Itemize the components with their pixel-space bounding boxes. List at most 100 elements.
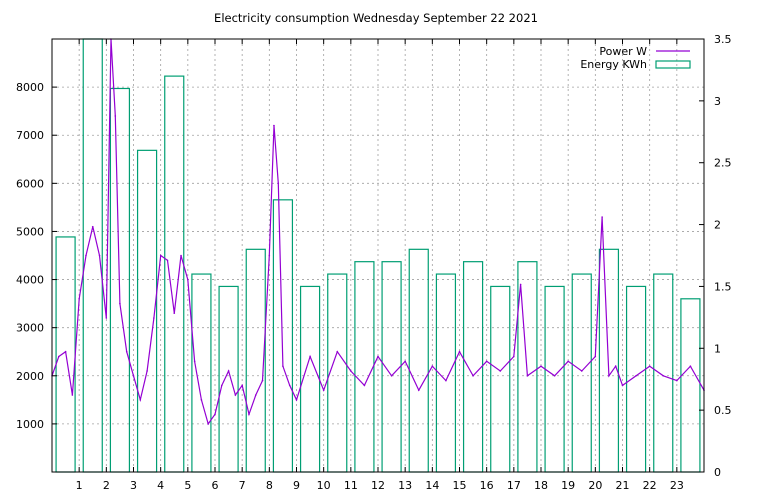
power-point bbox=[78, 298, 80, 300]
power-point bbox=[114, 115, 117, 117]
y-left-tick-label: 4000 bbox=[16, 274, 44, 287]
power-point bbox=[200, 399, 203, 401]
x-tick-label: 5 bbox=[184, 479, 191, 492]
energy-bar bbox=[272, 199, 294, 473]
power-point bbox=[608, 374, 610, 377]
energy-bar bbox=[625, 285, 647, 473]
x-tick-label: 19 bbox=[561, 479, 575, 492]
power-point bbox=[173, 312, 176, 315]
x-tick-label: 1 bbox=[76, 479, 83, 492]
power-point bbox=[268, 254, 271, 257]
y-right-tick-label: 3.5 bbox=[714, 33, 732, 46]
power-point bbox=[227, 370, 230, 372]
power-point bbox=[180, 254, 182, 257]
power-point bbox=[159, 254, 162, 257]
energy-bar bbox=[571, 273, 592, 473]
legend: Power W Energy KWh bbox=[580, 45, 691, 71]
power-point bbox=[234, 394, 237, 396]
power-point bbox=[445, 379, 447, 382]
power-point bbox=[417, 389, 420, 392]
power-point bbox=[336, 350, 339, 353]
power-point bbox=[689, 365, 692, 367]
power-point bbox=[57, 355, 60, 358]
legend-label-power: Power W bbox=[599, 45, 647, 58]
power-point bbox=[580, 370, 583, 372]
x-tick-label: 3 bbox=[130, 479, 137, 492]
power-point bbox=[567, 360, 569, 363]
power-point bbox=[241, 384, 243, 387]
power-point bbox=[404, 360, 406, 363]
energy-bar bbox=[408, 248, 429, 473]
y-left-tick-label: 7000 bbox=[16, 129, 44, 142]
y-left-tick-label: 2000 bbox=[16, 370, 44, 383]
power-point bbox=[363, 384, 366, 387]
power-point bbox=[390, 374, 393, 377]
y-right-tick-label: 2.5 bbox=[714, 157, 732, 170]
power-point bbox=[526, 374, 529, 377]
power-point bbox=[288, 384, 291, 387]
y-left-tick-label: 8000 bbox=[16, 81, 44, 94]
power-point bbox=[153, 317, 155, 319]
x-tick-label: 9 bbox=[293, 479, 300, 492]
power-point bbox=[458, 350, 461, 353]
grid bbox=[52, 39, 704, 472]
y-left-tick-label: 6000 bbox=[16, 177, 44, 190]
power-point bbox=[540, 365, 542, 367]
x-tick-label: 15 bbox=[453, 479, 467, 492]
power-series bbox=[51, 38, 705, 426]
energy-bar bbox=[191, 273, 212, 473]
power-line bbox=[51, 38, 705, 426]
power-point bbox=[132, 374, 135, 377]
power-point bbox=[499, 370, 502, 372]
power-point bbox=[472, 374, 474, 377]
x-tick-label: 23 bbox=[670, 479, 684, 492]
power-point bbox=[295, 399, 298, 401]
energy-bar bbox=[354, 261, 375, 473]
power-point bbox=[553, 374, 556, 377]
chart-title: Electricity consumption Wednesday Septem… bbox=[214, 11, 538, 25]
power-point bbox=[254, 394, 257, 396]
energy-bar bbox=[462, 261, 484, 473]
y-right-tick-label: 0 bbox=[714, 466, 721, 479]
power-point bbox=[282, 365, 284, 367]
x-tick-label: 17 bbox=[507, 479, 521, 492]
power-point bbox=[350, 370, 352, 372]
power-point bbox=[125, 350, 128, 353]
power-point bbox=[322, 389, 325, 392]
power-point bbox=[139, 399, 142, 401]
power-point bbox=[98, 254, 101, 257]
x-tick-label: 6 bbox=[212, 479, 219, 492]
energy-bar bbox=[218, 285, 239, 473]
legend-swatch-energy bbox=[655, 60, 691, 69]
power-point bbox=[207, 423, 210, 425]
x-tick-label: 8 bbox=[266, 479, 273, 492]
power-point bbox=[248, 413, 250, 416]
power-point bbox=[273, 124, 275, 127]
power-point bbox=[485, 360, 488, 363]
power-point bbox=[601, 216, 603, 218]
x-tick-label: 11 bbox=[344, 479, 358, 492]
power-point bbox=[166, 259, 169, 262]
power-point bbox=[193, 360, 196, 363]
power-point bbox=[146, 370, 148, 372]
x-tick-label: 2 bbox=[103, 479, 110, 492]
power-point bbox=[64, 350, 67, 353]
power-point bbox=[662, 374, 665, 377]
y-right-tick-label: 1.5 bbox=[714, 280, 732, 293]
energy-bar bbox=[598, 248, 620, 473]
y-right-tick-label: 2 bbox=[714, 219, 721, 232]
power-point bbox=[105, 317, 108, 319]
power-point bbox=[377, 355, 379, 358]
x-tick-label: 7 bbox=[239, 479, 246, 492]
y-left-tick-label: 3000 bbox=[16, 322, 44, 335]
x-tick-label: 4 bbox=[157, 479, 164, 492]
power-point bbox=[635, 374, 637, 377]
power-point bbox=[261, 379, 264, 382]
energy-bar bbox=[653, 273, 674, 473]
x-tick-label: 20 bbox=[588, 479, 602, 492]
legend-label-energy: Energy KWh bbox=[580, 58, 647, 71]
power-point bbox=[119, 302, 121, 305]
energy-bar bbox=[544, 285, 565, 473]
power-point bbox=[621, 384, 624, 387]
